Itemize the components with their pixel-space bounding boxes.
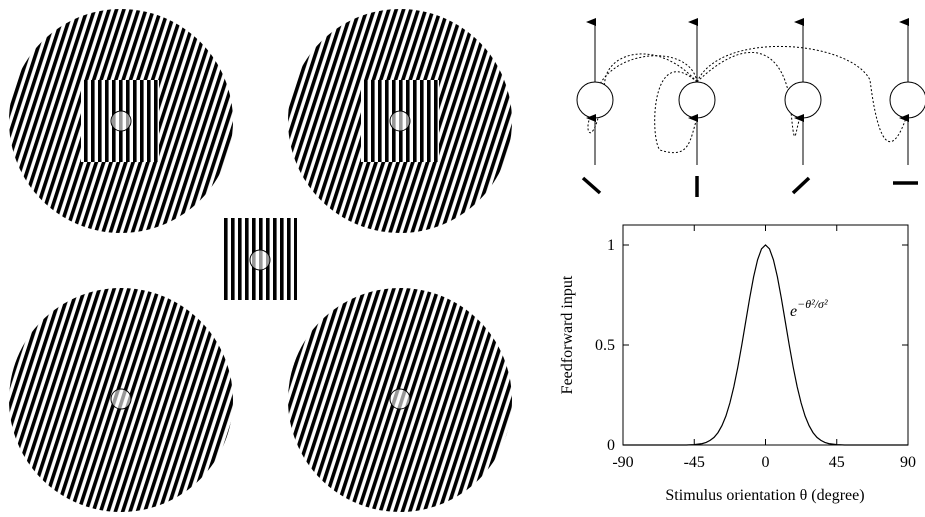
x-tick-label: 45 [829, 454, 845, 471]
y-tick-label: 0 [607, 437, 615, 454]
plot-frame [623, 225, 908, 445]
x-tick-label: 0 [762, 454, 770, 471]
annotation-base: e [790, 303, 797, 320]
y-tick-label: 1 [607, 237, 615, 254]
annotation-exponent: −θ²/σ² [797, 297, 828, 311]
chart: Feedforward input Stimulus orientation θ… [559, 225, 916, 504]
x-axis-label: Stimulus orientation θ (degree) [665, 487, 864, 504]
figure: Feedforward input Stimulus orientation θ… [0, 0, 925, 512]
y-tick-label: 0.5 [595, 337, 615, 354]
y-axis-label: Feedforward input [559, 275, 576, 394]
x-tick-label: 90 [900, 454, 916, 471]
x-tick-label: -90 [612, 454, 633, 471]
curve [623, 245, 908, 445]
annotation: e−θ²/σ² [790, 297, 828, 320]
gratings [9, 9, 512, 512]
network-diagram [577, 22, 925, 197]
x-tick-label: -45 [684, 454, 705, 471]
